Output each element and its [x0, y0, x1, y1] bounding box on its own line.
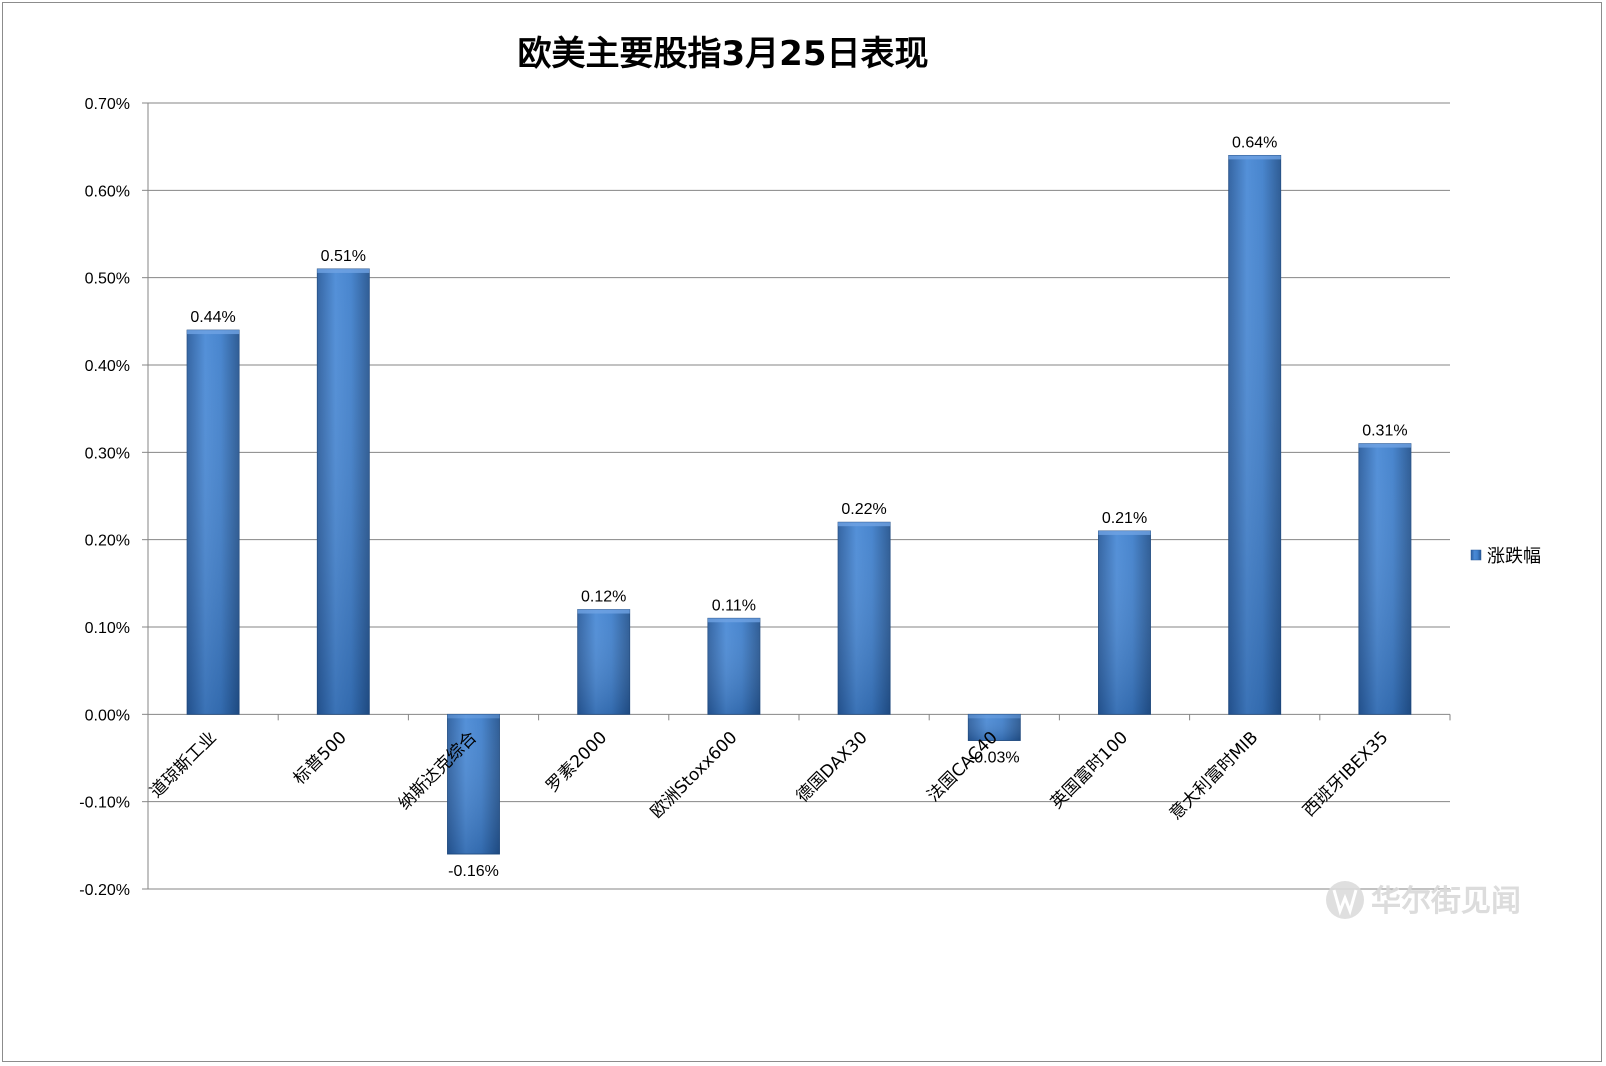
category-label: 西班牙IBEX35 — [1299, 728, 1392, 821]
bar-highlight — [447, 714, 500, 719]
data-label: 0.11% — [712, 597, 756, 614]
data-label: 0.44% — [190, 309, 235, 326]
y-tick-label: 0.40% — [85, 358, 130, 375]
bar-shade — [187, 330, 240, 715]
category-label: 欧洲Stoxx600 — [647, 728, 742, 823]
bar-shade — [317, 268, 370, 715]
category-label: 意大利富时MIB — [1166, 728, 1262, 824]
y-tick-label: 0.00% — [85, 707, 130, 724]
data-labels: 0.44% 0.51% -0.16% 0.12% 0.11% 0.22% -0.03% 0.2… — [190, 134, 1407, 880]
y-tick-label: 0.30% — [85, 445, 130, 462]
chart-title: 欧美主要股指3月25日表现 — [518, 34, 929, 74]
y-tick-label: 0.70% — [85, 96, 130, 113]
data-label: 0.22% — [841, 501, 886, 518]
category-label: 英国富时100 — [1047, 728, 1132, 813]
data-label: 0.31% — [1362, 423, 1407, 440]
bar-highlight — [317, 268, 370, 273]
y-tick-label: 0.50% — [85, 271, 130, 288]
bar-shade — [447, 714, 500, 855]
bar-highlight — [1358, 443, 1411, 448]
bar-shade — [1228, 155, 1281, 715]
watermark: 华尔街见闻 — [1326, 881, 1521, 919]
bar-shade — [577, 609, 630, 715]
y-tick-label: 0.20% — [85, 533, 130, 550]
y-axis-tick-labels: 0.70% 0.60% 0.50% 0.40% 0.30% 0.20% 0.10% 0.00%… — [79, 96, 130, 899]
data-label: 0.64% — [1232, 134, 1277, 151]
data-label: 0.21% — [1102, 510, 1147, 527]
category-label: 道琼斯工业 — [146, 728, 220, 802]
bar-highlight — [707, 618, 760, 623]
bar-highlight — [577, 609, 630, 614]
legend: 涨跌幅 — [1470, 546, 1541, 567]
data-label: -0.16% — [448, 863, 499, 880]
legend-label: 涨跌幅 — [1487, 546, 1541, 567]
bar-highlight — [1228, 155, 1281, 160]
data-label: 0.51% — [321, 248, 366, 265]
wallstreetcn-logo-icon — [1326, 881, 1364, 919]
y-tick-label: -0.20% — [79, 882, 130, 899]
bar-shade — [1098, 530, 1151, 715]
watermark-text: 华尔街见闻 — [1371, 884, 1521, 919]
category-label: 法国CAC40 — [924, 728, 1002, 806]
bar-shade — [838, 522, 891, 715]
bar-highlight — [1098, 530, 1151, 535]
category-labels: 道琼斯工业 标普500 纳斯达克综合 罗素2000 欧洲Stoxx600 德国DAX30 法… — [146, 728, 1392, 824]
bar-highlight — [187, 330, 240, 335]
bar-chart: 欧美主要股指3月25日表现 0.70%0.60%0.50%0.40%0.30%0… — [79, 34, 1541, 919]
bar-shade — [968, 714, 1021, 741]
y-tick-label: -0.10% — [79, 795, 130, 812]
bar-highlight — [838, 522, 891, 527]
data-label: -0.03% — [969, 750, 1020, 767]
category-label: 罗素2000 — [542, 728, 611, 797]
y-tick-label: 0.60% — [85, 183, 130, 200]
bar-shade — [707, 618, 760, 715]
y-tick-label: 0.10% — [85, 620, 130, 637]
bar-shade — [1358, 443, 1411, 715]
legend-swatch — [1470, 549, 1482, 561]
category-label: 德国DAX30 — [793, 728, 872, 807]
data-label: 0.12% — [581, 589, 626, 606]
category-label: 标普500 — [290, 728, 351, 789]
bar-highlight — [968, 714, 1021, 719]
bars — [186, 154, 1412, 855]
